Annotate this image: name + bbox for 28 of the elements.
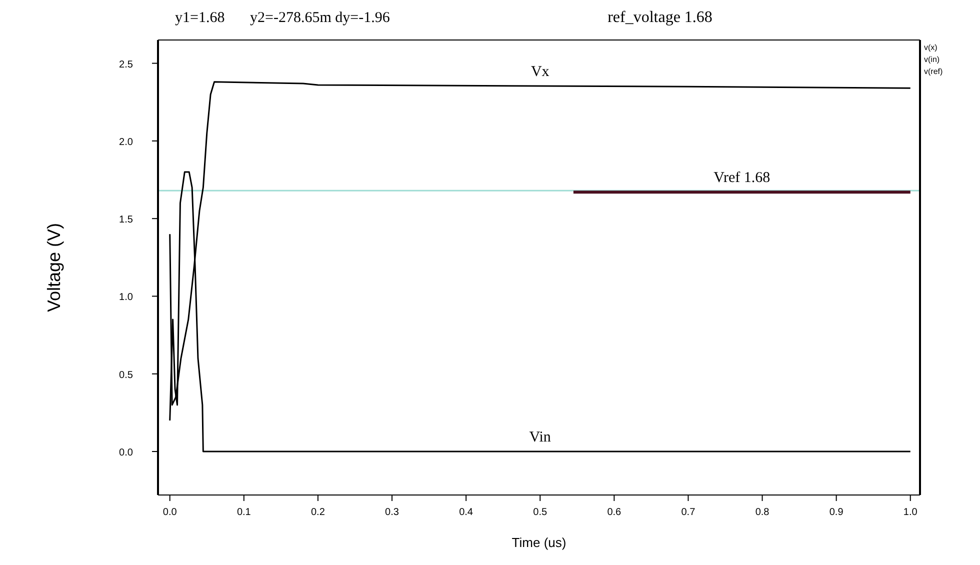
x-axis-title: Time (us) <box>512 535 566 550</box>
text: y1=1.68 <box>175 10 225 26</box>
series-label: Vref 1.68 <box>714 170 770 186</box>
x-tick-label: 0.0 <box>162 507 178 518</box>
x-tick-label: 0.4 <box>459 507 474 518</box>
x-tick-label: 0.3 <box>385 507 400 518</box>
x-tick-label: 0.9 <box>829 507 844 518</box>
y-tick-label: 2.0 <box>119 136 134 148</box>
x-tick-label: 0.7 <box>681 507 696 518</box>
y-tick-label: 2.5 <box>119 59 134 70</box>
text: v(in) <box>924 55 940 64</box>
y-tick-label: 0.0 <box>119 448 134 459</box>
x-tick-label: 1.0 <box>903 507 918 518</box>
x-tick-label: 0.8 <box>755 507 770 518</box>
series-label: Vin <box>529 430 552 446</box>
text: v(x) <box>924 43 938 52</box>
y-tick-label: 1.5 <box>119 214 134 226</box>
x-tick-label: 0.2 <box>311 507 326 518</box>
x-tick-label: 0.5 <box>533 507 548 518</box>
x-tick-label: 0.1 <box>236 507 252 518</box>
text: v(ref) <box>924 67 943 76</box>
y-tick-label: 0.5 <box>119 370 134 381</box>
x-tick-label: 0.6 <box>607 507 622 518</box>
series-label: Vx <box>530 64 550 80</box>
y-axis-title: Voltage (V) <box>44 222 64 312</box>
chart-title: ref_voltage 1.68 <box>608 9 712 26</box>
text: y2=-278.65m dy=-1.96 <box>250 10 390 26</box>
y-tick-label: 1.0 <box>119 292 134 304</box>
